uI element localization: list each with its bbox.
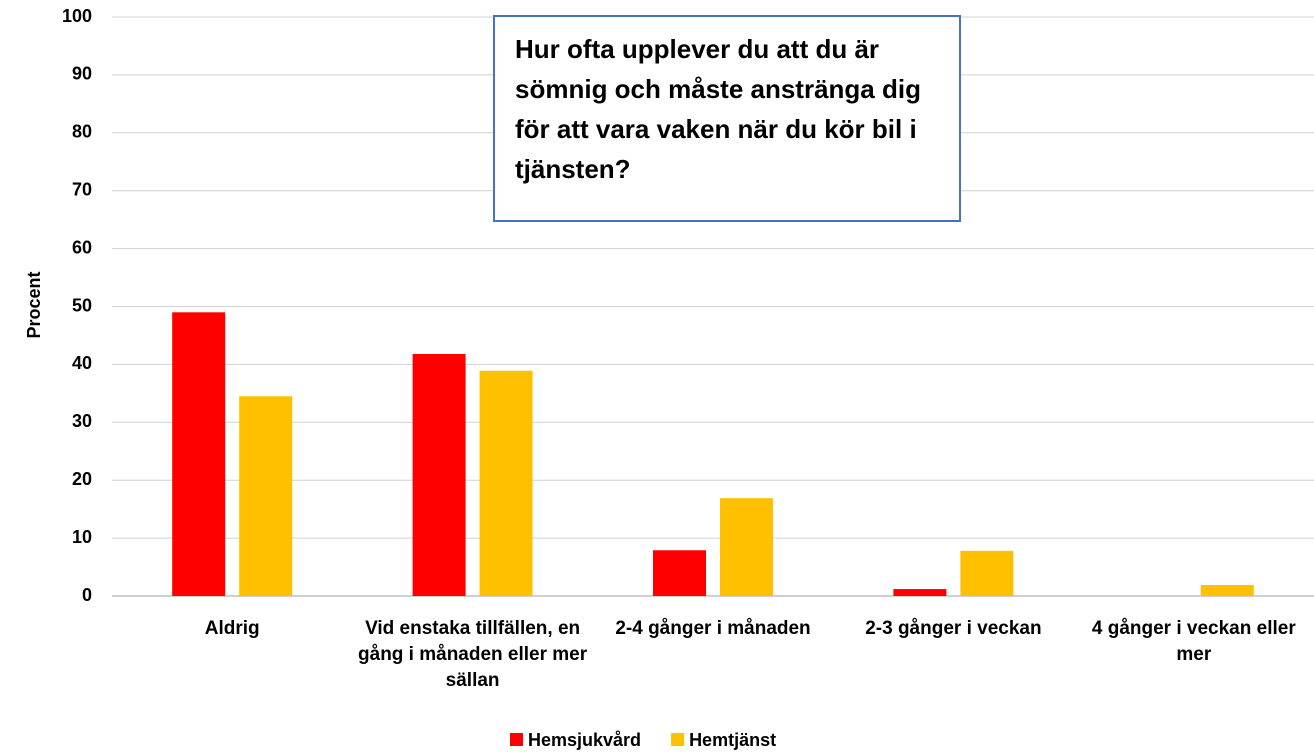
bar — [893, 589, 947, 596]
y-tick-label: 50 — [72, 295, 92, 315]
bar — [720, 498, 773, 596]
bar — [960, 550, 1014, 596]
legend-swatch — [671, 733, 685, 746]
legend-label: Hemtjänst — [689, 730, 776, 750]
y-tick-label: 80 — [72, 122, 92, 142]
y-tick-label: 10 — [72, 527, 92, 547]
x-tick-label: 2-4 gånger i månaden — [615, 618, 811, 639]
y-tick-label: 30 — [72, 411, 92, 431]
y-tick-label: 100 — [62, 6, 92, 26]
legend-swatch — [510, 733, 523, 746]
x-tick-label: 2-3 gånger i veckan — [865, 618, 1042, 639]
y-axis-label: Procent — [24, 271, 44, 338]
y-tick-label: 60 — [72, 237, 92, 257]
y-tick-label: 20 — [72, 469, 92, 489]
chart-title: Hur ofta upplever du att du är sömnig oc… — [493, 15, 961, 222]
bar — [239, 396, 293, 596]
x-tick-label: Vid enstaka tillfällen, en gång i månade… — [358, 618, 588, 691]
y-tick-label: 0 — [82, 585, 92, 605]
bar — [1200, 584, 1254, 596]
bar — [412, 353, 466, 596]
bar — [172, 312, 226, 596]
x-tick-label: 4 gånger i veckan eller mer — [1091, 618, 1296, 665]
y-tick-label: 40 — [72, 353, 92, 373]
bar — [653, 550, 706, 596]
y-tick-label: 70 — [72, 179, 92, 199]
y-tick-label: 90 — [72, 64, 92, 84]
x-tick-label: Aldrig — [204, 618, 260, 639]
bar — [479, 370, 533, 596]
legend-label: Hemsjukvård — [528, 730, 641, 750]
